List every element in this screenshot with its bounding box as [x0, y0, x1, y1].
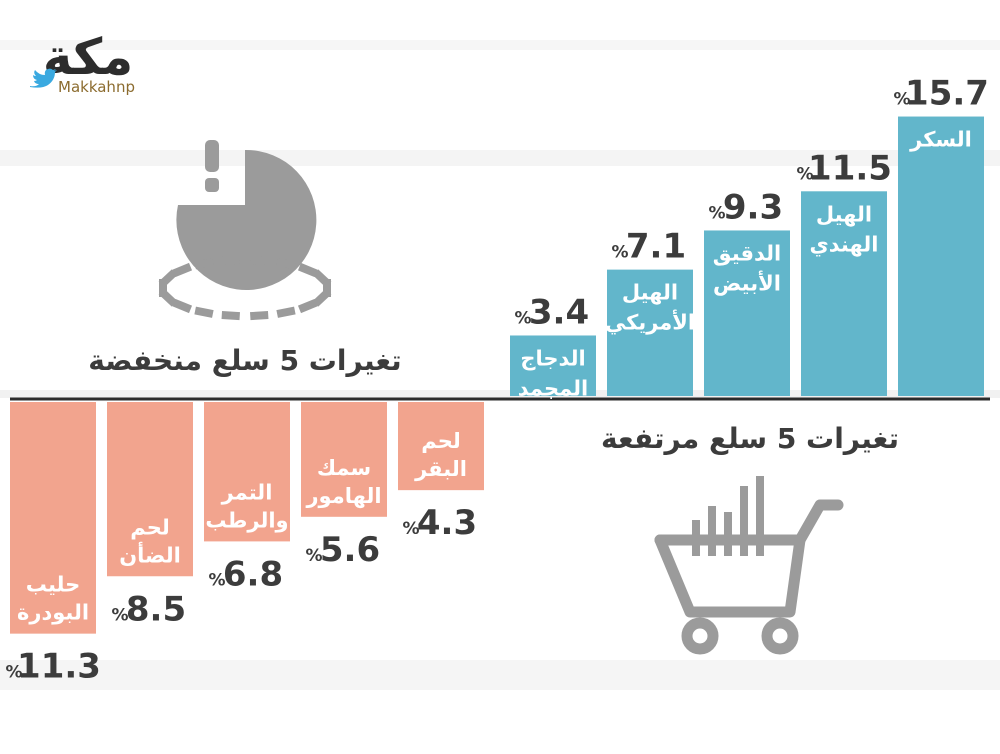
logo-wordmark: مكة — [43, 28, 133, 86]
value-label-increase-2: 9.3 — [723, 187, 783, 227]
category-label-decrease-1-1: الضأن — [119, 540, 181, 567]
decrease-bars: حليبالبودرة11.3%لحمالضأن8.5%التمروالرطب6… — [5, 402, 484, 687]
percent-unit-decrease-3: % — [305, 546, 322, 566]
bar-increase-0 — [510, 335, 596, 396]
category-label-increase-2-1: الأبيض — [713, 269, 781, 295]
decrease-title: تغيرات 5 سلع منخفضة — [88, 344, 401, 377]
category-label-increase-3-0: الهيل — [816, 202, 872, 226]
value-label-increase-0: 3.4 — [529, 292, 589, 332]
category-label-decrease-4-1: البقر — [414, 457, 467, 481]
bar-increase-1 — [607, 269, 693, 396]
category-label-increase-0-1: المجمد — [518, 376, 589, 400]
category-label-increase-3-1: الهندي — [810, 232, 879, 257]
category-label-decrease-0-0: حليب — [26, 573, 81, 597]
bar-decrease-0 — [10, 402, 96, 634]
bar-decrease-3 — [301, 402, 387, 517]
category-label-decrease-2-0: التمر — [221, 480, 273, 504]
value-label-decrease-4: 4.3 — [417, 503, 477, 543]
category-label-decrease-3-0: سمك — [317, 456, 371, 480]
category-label-decrease-2-1: والرطب — [205, 508, 288, 532]
twitter-bird-icon — [30, 68, 57, 88]
category-label-increase-4-0: السكر — [909, 128, 972, 152]
percent-unit-increase-3: % — [796, 164, 813, 184]
category-label-increase-1-0: الهيل — [622, 281, 678, 305]
category-label-increase-0-0: الدجاج — [520, 346, 585, 371]
category-label-increase-1-1: الأمريكي — [605, 309, 695, 335]
bar-decrease-2 — [204, 402, 290, 542]
value-label-increase-4: 15.7 — [905, 74, 989, 114]
percent-unit-increase-2: % — [708, 203, 725, 223]
increase-title: تغيرات 5 سلع مرتفعة — [601, 422, 899, 455]
shopping-cart-icon — [654, 476, 844, 655]
logo-handle: Makkahnp — [58, 78, 135, 96]
value-label-increase-3: 11.5 — [808, 148, 892, 188]
pie-warning-icon — [158, 140, 332, 321]
bar-increase-3 — [801, 191, 887, 396]
value-label-decrease-0: 11.3 — [17, 647, 101, 687]
value-label-increase-1: 7.1 — [626, 227, 686, 267]
category-label-decrease-4-0: لحم — [421, 429, 461, 453]
increase-bars: 3.4%الدجاجالمجمد7.1%الهيلالأمريكي9.3%الد… — [510, 74, 989, 400]
value-label-decrease-1: 8.5 — [126, 589, 186, 629]
percent-unit-decrease-0: % — [5, 663, 22, 683]
percent-unit-decrease-4: % — [402, 519, 419, 539]
value-label-decrease-2: 6.8 — [223, 554, 283, 594]
percent-unit-increase-4: % — [893, 90, 910, 110]
category-label-increase-2-0: الدقيق — [713, 241, 781, 265]
percent-unit-decrease-1: % — [111, 605, 128, 625]
percent-unit-decrease-2: % — [208, 570, 225, 590]
category-label-decrease-1-0: لحم — [130, 515, 170, 539]
category-label-decrease-3-1: الهامور — [305, 484, 381, 508]
bar-decrease-4 — [398, 402, 484, 491]
bar-increase-2 — [704, 230, 790, 396]
value-label-decrease-3: 5.6 — [320, 530, 380, 570]
category-label-decrease-0-1: البودرة — [17, 601, 89, 625]
logo: مكة Makkahnp — [30, 28, 135, 96]
percent-unit-increase-0: % — [514, 308, 531, 328]
percent-unit-increase-1: % — [611, 243, 628, 263]
bar-increase-4 — [898, 116, 984, 396]
bar-decrease-1 — [107, 402, 193, 577]
